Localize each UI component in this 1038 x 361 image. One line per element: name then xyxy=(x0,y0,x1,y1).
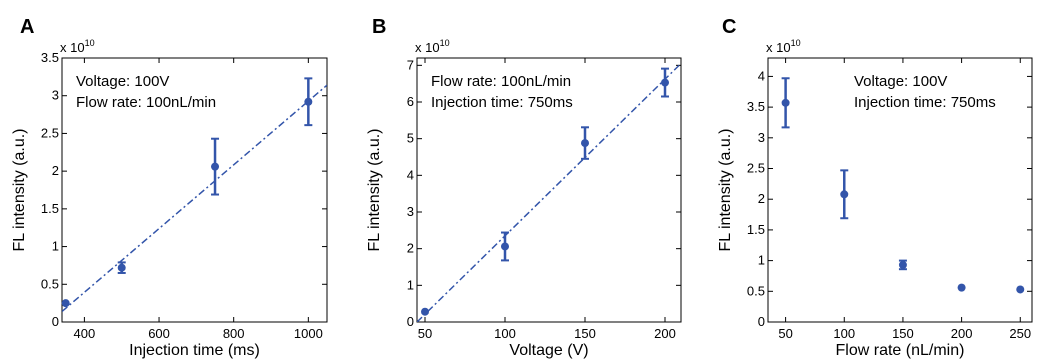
y-axis-label: FL intensity (a.u.) xyxy=(717,128,734,251)
y-tick-label: 1 xyxy=(52,239,59,254)
x-axis-label: Flow rate (nL/min) xyxy=(836,342,965,359)
y-tick-label: 0 xyxy=(52,314,59,329)
y-tick-label: 2 xyxy=(758,191,765,206)
x-axis-label: Injection time (ms) xyxy=(129,342,260,359)
data-point xyxy=(501,242,509,251)
y-exponent-base: x 10 xyxy=(766,40,791,55)
plot-frame xyxy=(416,57,682,323)
y-tick-label: 3.5 xyxy=(41,50,59,65)
x-tick-label: 100 xyxy=(494,326,516,341)
plot-frame xyxy=(61,57,328,323)
y-exponent-base: x 10 xyxy=(415,40,440,55)
x-tick-label: 150 xyxy=(892,326,914,341)
fit-line xyxy=(62,84,327,313)
x-tick-label: 200 xyxy=(951,326,973,341)
y-tick-label: 0.5 xyxy=(747,283,765,298)
data-point xyxy=(581,139,589,148)
data-point xyxy=(661,78,669,87)
y-tick-label: 4 xyxy=(407,167,414,182)
panel-label: B xyxy=(372,16,386,38)
annotation-text: Flow rate: 100nL/min xyxy=(431,73,571,90)
data-point xyxy=(840,190,849,199)
y-tick-label: 3 xyxy=(407,204,414,219)
x-tick-label: 150 xyxy=(574,326,596,341)
x-tick-label: 100 xyxy=(833,326,855,341)
chart-panel-c: C 50 100 150 200 250 0 0.5 1 1.5 2 2.5 3 3.5 4x 1010 Fl… xyxy=(717,16,1033,359)
y-axis-label: FL intensity (a.u.) xyxy=(366,128,383,251)
y-axis-label: FL intensity (a.u.) xyxy=(11,128,28,251)
y-tick-label: 6 xyxy=(407,94,414,109)
y-exponent-power: 10 xyxy=(791,38,801,48)
annotation-text: Flow rate: 100nL/min xyxy=(76,94,216,111)
annotation-text: Voltage: 100V xyxy=(76,73,169,90)
y-tick-label: 5 xyxy=(407,131,414,146)
plot-frame xyxy=(767,57,1033,323)
y-tick-label: 2.5 xyxy=(747,161,765,176)
annotation-text: Voltage: 100V xyxy=(854,73,947,90)
y-tick-label: 0 xyxy=(758,314,765,329)
fit-line xyxy=(417,62,681,322)
data-point xyxy=(117,263,126,272)
y-tick-label: 2.5 xyxy=(41,125,59,140)
y-tick-label: 1.5 xyxy=(41,201,59,216)
chart-panel-b: B 50 100 150 200 0 1 2 3 4 5 6 7x 1010 Voltage (V) FL … xyxy=(366,16,682,359)
data-point xyxy=(211,162,220,171)
chart-panel-a: A 400 600 800 1000 0 0.5 1 1.5 2 2.5 3 3.5x 1010 Inje… xyxy=(11,16,328,359)
data-point xyxy=(781,98,790,107)
x-tick-label: 600 xyxy=(148,326,170,341)
x-tick-label: 50 xyxy=(418,326,432,341)
x-tick-label: 400 xyxy=(74,326,96,341)
y-exponent-power: 10 xyxy=(440,38,450,48)
panel-label: C xyxy=(722,16,736,38)
y-tick-label: 1.5 xyxy=(747,222,765,237)
y-tick-label: 3 xyxy=(758,130,765,145)
annotation-text: Injection time: 750ms xyxy=(431,94,573,111)
data-point xyxy=(898,260,907,269)
y-exponent-label: x 1010 xyxy=(415,38,450,55)
y-tick-label: 0 xyxy=(407,314,414,329)
y-exponent-power: 10 xyxy=(85,38,95,48)
x-tick-label: 250 xyxy=(1009,326,1031,341)
y-tick-label: 3.5 xyxy=(747,99,765,114)
y-tick-label: 7 xyxy=(407,57,414,72)
x-axis-label: Voltage (V) xyxy=(509,342,588,359)
data-point xyxy=(304,97,313,106)
y-exponent-label: x 1010 xyxy=(766,38,801,55)
panel-label: A xyxy=(20,16,34,38)
y-tick-label: 1 xyxy=(758,253,765,268)
data-point xyxy=(1016,285,1025,294)
data-point xyxy=(957,283,966,292)
y-tick-label: 3 xyxy=(52,88,59,103)
y-tick-label: 4 xyxy=(758,68,765,83)
y-tick-label: 1 xyxy=(407,277,414,292)
data-point xyxy=(421,307,429,316)
y-tick-label: 0.5 xyxy=(41,276,59,291)
x-tick-label: 200 xyxy=(654,326,676,341)
x-tick-label: 1000 xyxy=(294,326,323,341)
annotation-text: Injection time: 750ms xyxy=(854,94,996,111)
y-tick-label: 2 xyxy=(52,163,59,178)
x-tick-label: 50 xyxy=(778,326,792,341)
y-exponent-base: x 10 xyxy=(60,40,85,55)
data-point xyxy=(61,299,70,308)
y-exponent-label: x 1010 xyxy=(60,38,95,55)
y-tick-label: 2 xyxy=(407,241,414,256)
x-tick-label: 800 xyxy=(223,326,245,341)
